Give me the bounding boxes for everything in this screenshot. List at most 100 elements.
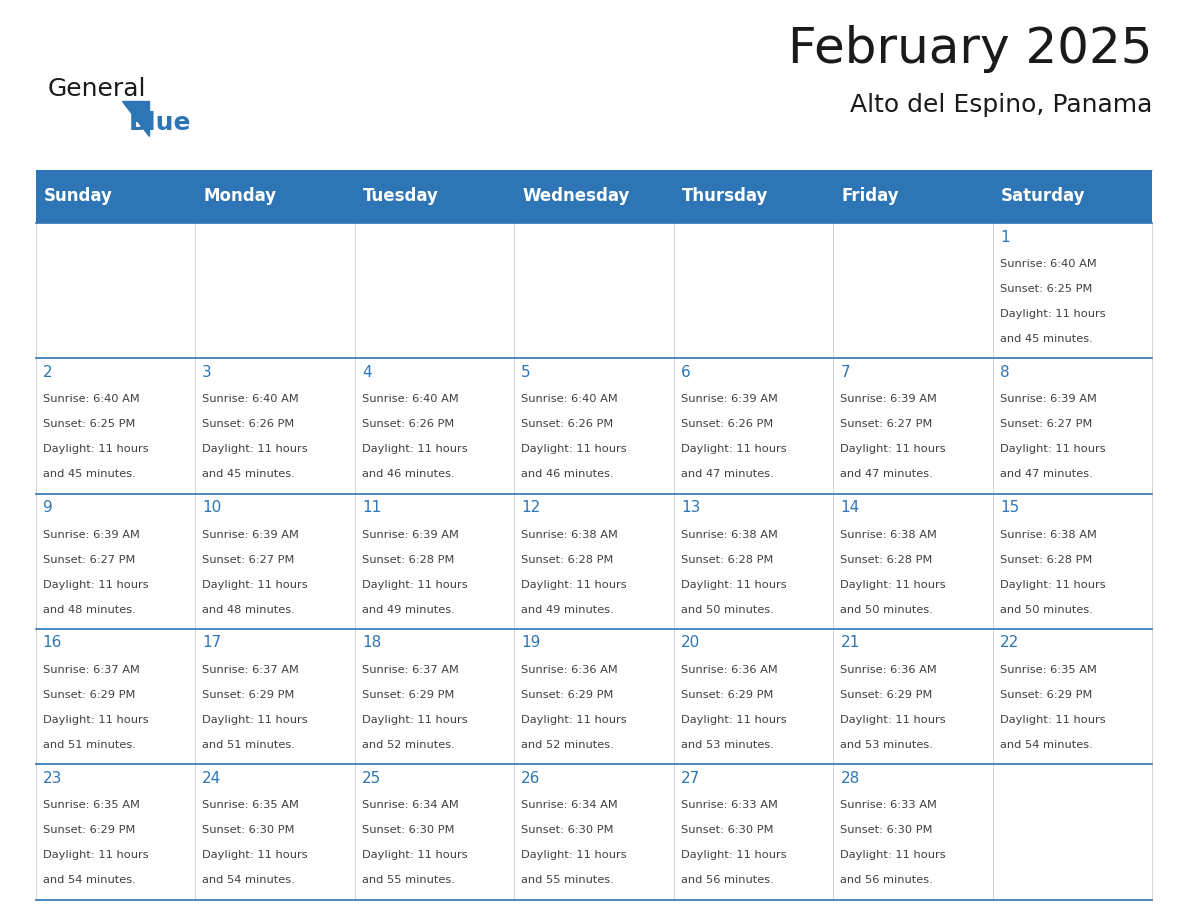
Text: 20: 20: [681, 635, 700, 651]
Text: Sunset: 6:27 PM: Sunset: 6:27 PM: [840, 420, 933, 430]
Text: Sunrise: 6:35 AM: Sunrise: 6:35 AM: [43, 800, 140, 810]
Text: 2: 2: [43, 364, 52, 380]
Text: 14: 14: [840, 500, 860, 515]
Text: Sunset: 6:27 PM: Sunset: 6:27 PM: [43, 554, 135, 565]
Text: Sunset: 6:26 PM: Sunset: 6:26 PM: [202, 420, 295, 430]
Text: and 47 minutes.: and 47 minutes.: [681, 469, 773, 479]
Text: Sunset: 6:26 PM: Sunset: 6:26 PM: [681, 420, 773, 430]
Text: Daylight: 11 hours: Daylight: 11 hours: [681, 579, 786, 589]
Bar: [833, 358, 993, 494]
Text: Daylight: 11 hours: Daylight: 11 hours: [522, 715, 627, 725]
Text: and 52 minutes.: and 52 minutes.: [362, 740, 455, 750]
Text: Tuesday: Tuesday: [364, 187, 438, 206]
Bar: [36, 358, 195, 494]
Text: 28: 28: [840, 771, 860, 786]
Text: Daylight: 11 hours: Daylight: 11 hours: [202, 579, 308, 589]
Bar: [833, 223, 993, 358]
Text: Daylight: 11 hours: Daylight: 11 hours: [202, 444, 308, 454]
Text: Daylight: 11 hours: Daylight: 11 hours: [362, 579, 467, 589]
Text: Sunrise: 6:37 AM: Sunrise: 6:37 AM: [43, 665, 140, 675]
Bar: [195, 358, 355, 494]
Text: and 48 minutes.: and 48 minutes.: [202, 605, 295, 615]
Text: and 47 minutes.: and 47 minutes.: [1000, 469, 1093, 479]
Text: 8: 8: [1000, 364, 1010, 380]
Text: Sunset: 6:30 PM: Sunset: 6:30 PM: [522, 825, 614, 835]
Text: Sunset: 6:25 PM: Sunset: 6:25 PM: [43, 420, 135, 430]
Text: Sunrise: 6:38 AM: Sunrise: 6:38 AM: [681, 530, 778, 540]
Text: and 50 minutes.: and 50 minutes.: [840, 605, 934, 615]
Text: Sunset: 6:28 PM: Sunset: 6:28 PM: [362, 554, 454, 565]
Text: 12: 12: [522, 500, 541, 515]
Bar: [993, 765, 1152, 900]
Text: 9: 9: [43, 500, 52, 515]
Bar: [674, 494, 833, 629]
Bar: [993, 358, 1152, 494]
Text: Sunrise: 6:40 AM: Sunrise: 6:40 AM: [362, 394, 459, 404]
Text: Sunset: 6:28 PM: Sunset: 6:28 PM: [681, 554, 773, 565]
Text: 26: 26: [522, 771, 541, 786]
Text: Daylight: 11 hours: Daylight: 11 hours: [1000, 444, 1106, 454]
Text: Daylight: 11 hours: Daylight: 11 hours: [202, 715, 308, 725]
Text: General: General: [48, 77, 146, 101]
Text: and 54 minutes.: and 54 minutes.: [1000, 740, 1093, 750]
Text: Daylight: 11 hours: Daylight: 11 hours: [362, 850, 467, 860]
Text: Sunset: 6:30 PM: Sunset: 6:30 PM: [681, 825, 773, 835]
Bar: [36, 170, 1152, 223]
Text: February 2025: February 2025: [788, 26, 1152, 73]
Text: 22: 22: [1000, 635, 1019, 651]
Text: 18: 18: [362, 635, 381, 651]
Text: and 54 minutes.: and 54 minutes.: [43, 875, 135, 885]
Text: Daylight: 11 hours: Daylight: 11 hours: [681, 444, 786, 454]
Bar: [195, 765, 355, 900]
Text: 3: 3: [202, 364, 211, 380]
Text: 11: 11: [362, 500, 381, 515]
Bar: [355, 358, 514, 494]
Text: and 50 minutes.: and 50 minutes.: [1000, 605, 1093, 615]
Bar: [36, 629, 195, 765]
Text: and 45 minutes.: and 45 minutes.: [1000, 334, 1093, 344]
Text: and 45 minutes.: and 45 minutes.: [202, 469, 295, 479]
Text: and 54 minutes.: and 54 minutes.: [202, 875, 295, 885]
Text: Sunrise: 6:39 AM: Sunrise: 6:39 AM: [202, 530, 299, 540]
Text: Daylight: 11 hours: Daylight: 11 hours: [43, 579, 148, 589]
Text: Daylight: 11 hours: Daylight: 11 hours: [681, 715, 786, 725]
Text: Sunset: 6:29 PM: Sunset: 6:29 PM: [522, 689, 614, 700]
Text: and 50 minutes.: and 50 minutes.: [681, 605, 773, 615]
Text: and 45 minutes.: and 45 minutes.: [43, 469, 135, 479]
Text: 13: 13: [681, 500, 700, 515]
Bar: [993, 494, 1152, 629]
Text: and 53 minutes.: and 53 minutes.: [681, 740, 773, 750]
Text: and 49 minutes.: and 49 minutes.: [362, 605, 455, 615]
Text: Daylight: 11 hours: Daylight: 11 hours: [43, 850, 148, 860]
Text: Sunset: 6:27 PM: Sunset: 6:27 PM: [202, 554, 295, 565]
Bar: [993, 629, 1152, 765]
Text: and 48 minutes.: and 48 minutes.: [43, 605, 135, 615]
Text: Sunset: 6:29 PM: Sunset: 6:29 PM: [1000, 689, 1092, 700]
Text: Sunrise: 6:33 AM: Sunrise: 6:33 AM: [681, 800, 778, 810]
Text: Sunrise: 6:35 AM: Sunrise: 6:35 AM: [202, 800, 299, 810]
Bar: [514, 494, 674, 629]
Text: Sunday: Sunday: [44, 187, 113, 206]
Bar: [674, 358, 833, 494]
Text: and 51 minutes.: and 51 minutes.: [43, 740, 135, 750]
Text: Sunset: 6:26 PM: Sunset: 6:26 PM: [522, 420, 614, 430]
Text: and 55 minutes.: and 55 minutes.: [362, 875, 455, 885]
Text: Sunset: 6:30 PM: Sunset: 6:30 PM: [840, 825, 933, 835]
Text: and 52 minutes.: and 52 minutes.: [522, 740, 614, 750]
Text: 25: 25: [362, 771, 381, 786]
Text: Sunset: 6:30 PM: Sunset: 6:30 PM: [362, 825, 454, 835]
Text: Sunrise: 6:39 AM: Sunrise: 6:39 AM: [1000, 394, 1097, 404]
Text: Daylight: 11 hours: Daylight: 11 hours: [840, 850, 946, 860]
Bar: [36, 494, 195, 629]
Text: Sunrise: 6:36 AM: Sunrise: 6:36 AM: [840, 665, 937, 675]
Text: Friday: Friday: [841, 187, 899, 206]
Text: 10: 10: [202, 500, 221, 515]
Text: Sunset: 6:29 PM: Sunset: 6:29 PM: [840, 689, 933, 700]
Text: 19: 19: [522, 635, 541, 651]
Text: Sunrise: 6:38 AM: Sunrise: 6:38 AM: [840, 530, 937, 540]
Text: Thursday: Thursday: [682, 187, 769, 206]
Bar: [993, 223, 1152, 358]
Text: Daylight: 11 hours: Daylight: 11 hours: [43, 444, 148, 454]
Bar: [195, 494, 355, 629]
Text: Sunrise: 6:39 AM: Sunrise: 6:39 AM: [840, 394, 937, 404]
